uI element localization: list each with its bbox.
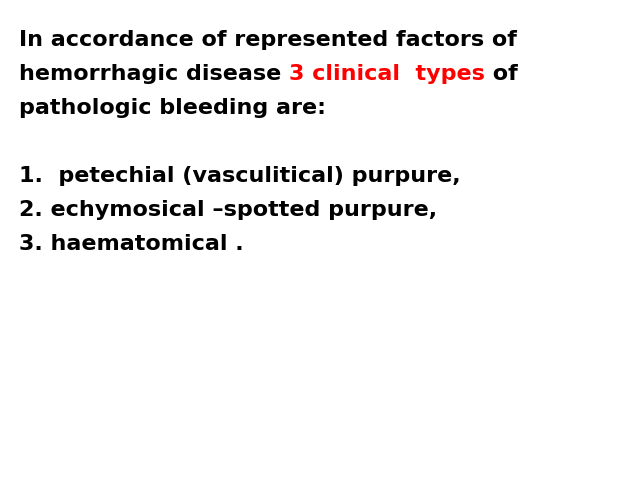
Text: pathologic bleeding are:: pathologic bleeding are: <box>19 98 326 118</box>
Text: 1.  petechial (vasculitical) purpure,: 1. petechial (vasculitical) purpure, <box>19 166 461 186</box>
Text: 3 clinical  types: 3 clinical types <box>289 64 485 84</box>
Text: of: of <box>485 64 518 84</box>
Text: 3. haematomical .: 3. haematomical . <box>19 234 244 254</box>
Text: 2. echymosical –spotted purpure,: 2. echymosical –spotted purpure, <box>19 200 437 220</box>
Text: hemorrhagic disease: hemorrhagic disease <box>19 64 289 84</box>
Text: In accordance of represented factors of: In accordance of represented factors of <box>19 30 517 50</box>
